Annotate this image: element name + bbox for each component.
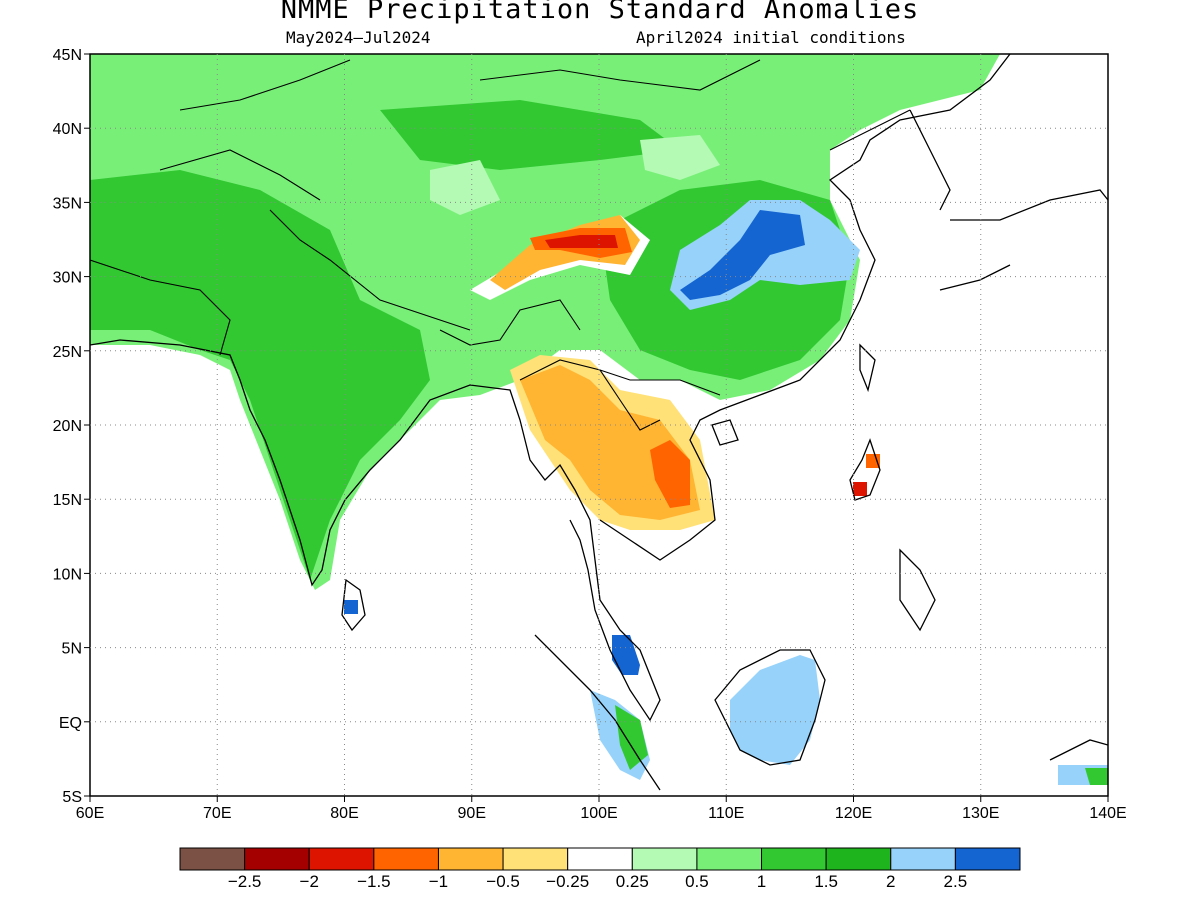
- colorbar-swatch: [308, 847, 375, 871]
- colorbar-label: −0.25: [546, 872, 590, 891]
- colorbar-label: 1: [756, 872, 767, 891]
- latitude-tick-label: 30N: [53, 270, 82, 287]
- colorbar-label: −2.5: [227, 872, 262, 891]
- latitude-tick-label: 25N: [53, 344, 82, 361]
- latitude-ticks: 45N 40N 35N 30N 25N 20N 15N 10N 5N EQ 5S: [53, 47, 90, 806]
- sri-lanka-positive: [344, 600, 358, 614]
- luzon-negative-north: [866, 454, 880, 468]
- colorbar-label: 2: [886, 872, 896, 891]
- longitude-tick-label: 140E: [1089, 805, 1126, 822]
- country-borders: [90, 59, 911, 431]
- gridlines: [90, 54, 1108, 796]
- latitude-tick-label: 45N: [53, 47, 82, 64]
- colorbar-swatch: [825, 847, 892, 871]
- borneo-positive: [730, 655, 820, 765]
- light-green-patch: [430, 160, 500, 215]
- colorbar-label: −2: [299, 872, 319, 891]
- vietnam-strong-negative: [650, 440, 690, 508]
- forecast-period: May2024–Jul2024: [286, 28, 431, 47]
- colorbar-label: 2.5: [943, 872, 968, 891]
- longitude-tick-label: 110E: [708, 805, 744, 822]
- colorbar-swatch: [631, 847, 698, 871]
- colorbar-swatch: [179, 847, 246, 871]
- longitude-tick-label: 90E: [458, 805, 486, 822]
- colorbar-label: 0.25: [615, 872, 649, 891]
- latitude-tick-label: 40N: [53, 121, 82, 138]
- colorbar-swatch: [761, 847, 827, 871]
- colorbar-swatch: [437, 847, 504, 871]
- new-guinea-green: [1085, 768, 1108, 785]
- latitude-tick-label: 20N: [53, 418, 82, 435]
- longitude-tick-label: 120E: [835, 805, 872, 822]
- longitude-tick-label: 130E: [962, 805, 999, 822]
- initial-conditions: April2024 initial conditions: [636, 28, 906, 47]
- longitude-ticks: 60E 70E 80E 90E 100E 110E 120E 130E 140E: [76, 796, 1127, 822]
- latitude-tick-label: EQ: [59, 715, 82, 732]
- map-title: NMME Precipitation Standard Anomalies: [280, 0, 920, 25]
- malaya-positive: [612, 635, 640, 675]
- coastlines: [90, 54, 1108, 791]
- longitude-tick-label: 100E: [580, 805, 617, 822]
- colorbar-swatch: [954, 847, 1021, 871]
- indochina-moderate-negative: [520, 365, 700, 520]
- colorbar-swatch: [696, 847, 763, 871]
- luzon-negative-south: [853, 482, 867, 496]
- china-strong-positive: [680, 210, 805, 300]
- latitude-tick-label: 15N: [53, 492, 82, 509]
- tibet-core-negative: [545, 235, 618, 248]
- colorbar-swatch: [890, 847, 956, 871]
- light-green-patch-2: [640, 135, 720, 180]
- latitude-tick-label: 5N: [62, 641, 82, 658]
- latitude-tick-label: 10N: [53, 566, 82, 583]
- longitude-tick-label: 70E: [203, 805, 231, 822]
- latitude-tick-label: 5S: [62, 789, 82, 806]
- colorbar: [179, 847, 1021, 871]
- colorbar-label: 0.5: [685, 872, 709, 891]
- colorbar-swatch: [244, 847, 310, 871]
- longitude-tick-label: 80E: [330, 805, 358, 822]
- colorbar-label: −0.5: [486, 872, 520, 891]
- moderate-green-region-north: [380, 100, 680, 170]
- colorbar-label: 1.5: [814, 872, 838, 891]
- colorbar-label: −1: [428, 872, 449, 891]
- colorbar-swatch: [373, 847, 439, 871]
- colorbar-swatch: [502, 847, 569, 871]
- colorbar-swatch: [567, 847, 633, 871]
- latitude-tick-label: 35N: [53, 195, 82, 212]
- colorbar-label: −1.5: [357, 872, 391, 891]
- longitude-tick-label: 60E: [76, 805, 104, 822]
- sumatra-green: [615, 705, 648, 770]
